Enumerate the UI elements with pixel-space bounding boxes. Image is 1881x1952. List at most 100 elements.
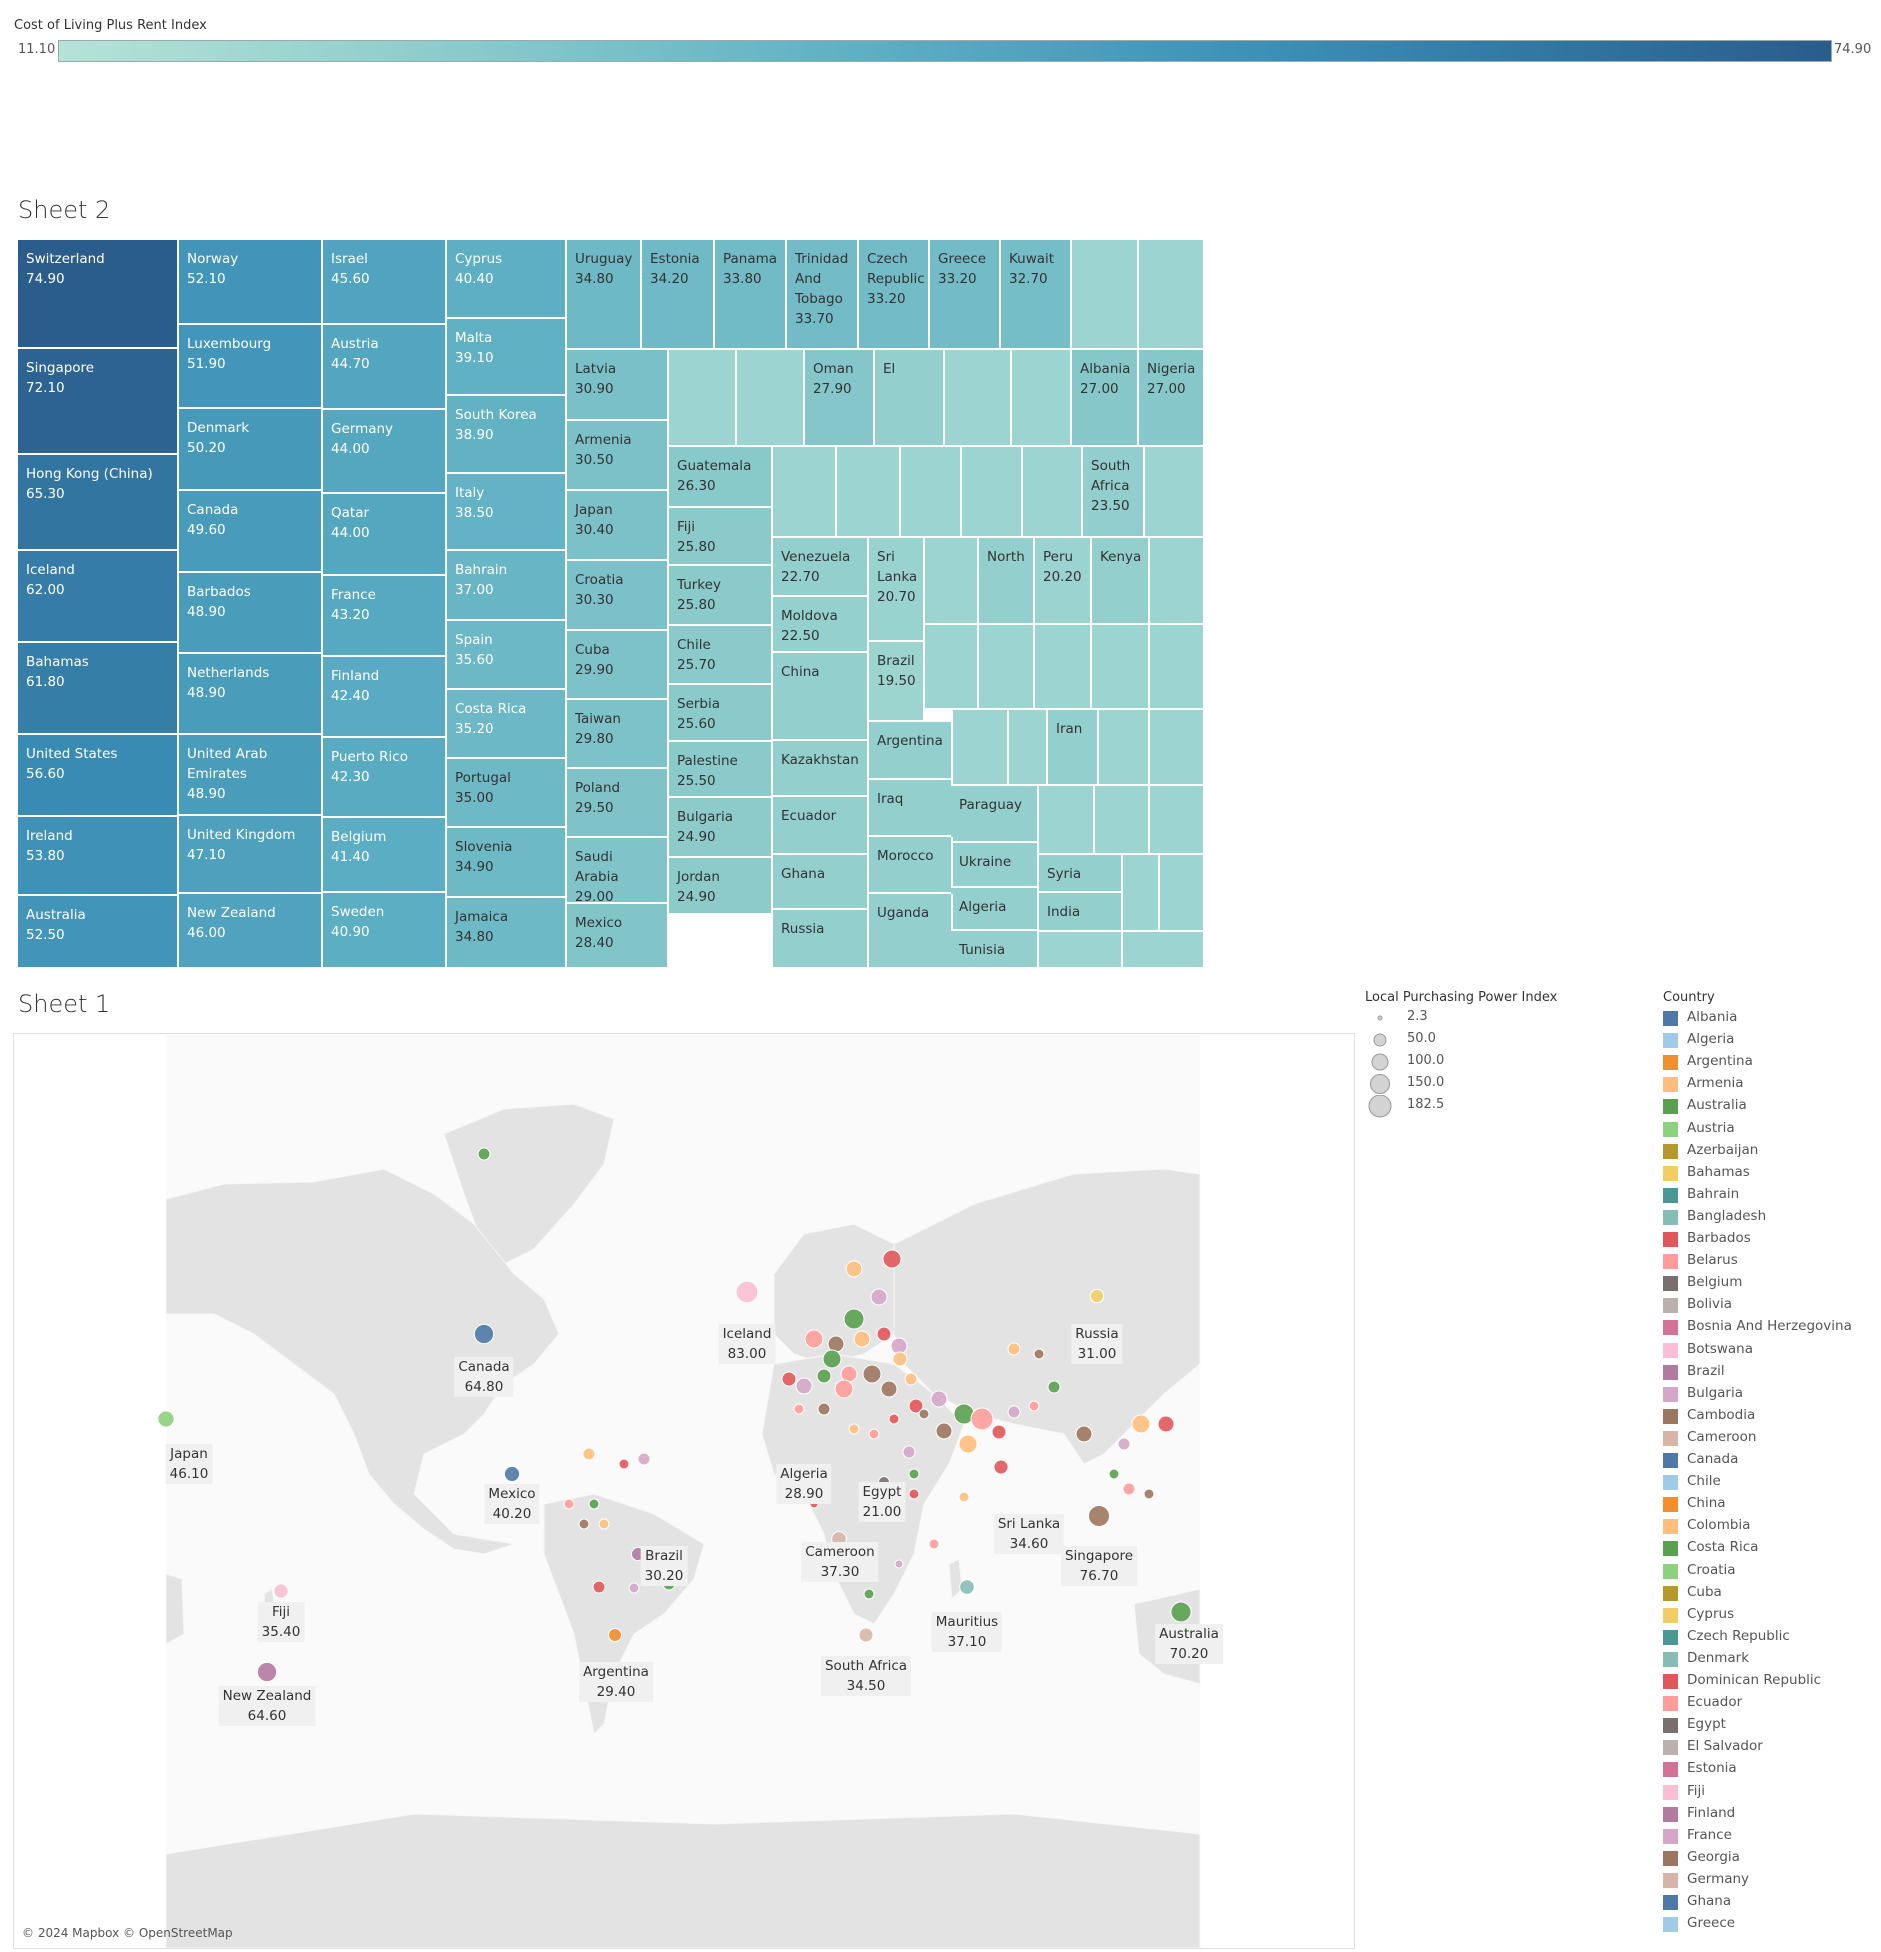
treemap-cell[interactable] [837, 447, 901, 538]
treemap-cell[interactable]: Morocco [869, 837, 953, 894]
treemap-cell[interactable]: Fiji 25.80 [669, 508, 773, 566]
treemap-cell[interactable]: Cuba 29.90 [567, 631, 669, 700]
treemap-cell[interactable] [1092, 625, 1150, 710]
treemap-cell[interactable]: Guatemala 26.30 [669, 447, 773, 508]
treemap-cell[interactable]: Israel 45.60 [323, 240, 447, 325]
treemap-cell[interactable] [979, 625, 1035, 710]
treemap-cell[interactable]: Spain 35.60 [447, 621, 567, 690]
treemap-cell[interactable] [1123, 855, 1160, 932]
treemap-cell[interactable]: Russia [773, 910, 869, 969]
treemap-cell[interactable]: Singapore 72.10 [18, 349, 179, 455]
treemap-cell[interactable] [1095, 786, 1150, 855]
treemap-cell[interactable]: Jordan 24.90 [669, 858, 773, 915]
treemap-cell[interactable] [925, 625, 979, 710]
treemap-cell[interactable]: Australia 52.50 [18, 896, 179, 969]
treemap-cell[interactable] [1023, 447, 1083, 538]
treemap-cell[interactable] [773, 447, 837, 538]
treemap-cell[interactable]: Serbia 25.60 [669, 685, 773, 742]
treemap-cell[interactable]: South Africa 23.50 [1083, 447, 1145, 538]
treemap-cell[interactable]: Czech Republic 33.20 [859, 240, 930, 350]
treemap-cell[interactable]: Ukraine [951, 843, 1039, 888]
treemap-cell[interactable]: United States 56.60 [18, 735, 179, 817]
treemap-cell[interactable]: Puerto Rico 42.30 [323, 738, 447, 818]
treemap-cell[interactable]: Sweden 40.90 [323, 893, 447, 969]
treemap-cell[interactable]: South Korea 38.90 [447, 396, 567, 474]
treemap-cell[interactable]: Barbados 48.90 [179, 573, 323, 654]
treemap-cell[interactable]: Nigeria 27.00 [1139, 350, 1205, 447]
treemap-cell[interactable]: China [773, 653, 869, 741]
treemap-cell[interactable]: Iraq [869, 780, 953, 837]
treemap-cell[interactable]: Kuwait 32.70 [1001, 240, 1072, 350]
treemap-cell[interactable]: Kenya [1092, 538, 1150, 625]
treemap-cell[interactable]: Sri Lanka 20.70 [869, 538, 925, 642]
treemap-cell[interactable] [1139, 240, 1205, 350]
treemap-cell[interactable]: Tunisia [951, 931, 1039, 969]
treemap-cell[interactable]: Germany 44.00 [323, 410, 447, 494]
treemap-cell[interactable]: Estonia 34.20 [642, 240, 715, 350]
map-view[interactable]: Japan 46.10 Canada 64.80 Iceland 83.00 Russia 3… [13, 1033, 1355, 1949]
treemap-cell[interactable] [1009, 710, 1048, 786]
treemap-cell[interactable]: Venezuela 22.70 [773, 538, 869, 597]
treemap-cell[interactable] [1012, 350, 1072, 447]
treemap-cell[interactable]: Saudi Arabia 29.00 [567, 838, 669, 904]
treemap-cell[interactable] [1039, 932, 1123, 969]
treemap-cell[interactable] [737, 350, 805, 447]
treemap-cell[interactable]: Italy 38.50 [447, 474, 567, 551]
treemap-cell[interactable]: United Kingdom 47.10 [179, 816, 323, 894]
treemap-cell[interactable]: Iceland 62.00 [18, 551, 179, 643]
treemap-cell[interactable]: Malta 39.10 [447, 319, 567, 396]
treemap-cell[interactable]: New Zealand 46.00 [179, 894, 323, 969]
treemap-cell[interactable]: Trinidad And Tobago 33.70 [787, 240, 859, 350]
treemap-cell[interactable]: Croatia 30.30 [567, 561, 669, 631]
treemap-cell[interactable]: Denmark 50.20 [179, 409, 323, 491]
treemap-cell[interactable]: Hong Kong (China) 65.30 [18, 455, 179, 551]
treemap-cell[interactable]: Bahamas 61.80 [18, 643, 179, 735]
treemap-cell[interactable]: India [1039, 893, 1123, 932]
treemap-cell[interactable]: Belgium 41.40 [323, 818, 447, 893]
treemap-cell[interactable] [1123, 932, 1205, 969]
treemap-cell[interactable]: Qatar 44.00 [323, 494, 447, 576]
treemap-cell[interactable] [945, 350, 1012, 447]
treemap-cell[interactable]: Taiwan 29.80 [567, 700, 669, 769]
treemap-cell[interactable] [1099, 710, 1150, 786]
treemap-cell[interactable]: Paraguay [951, 786, 1039, 843]
treemap-cell[interactable]: Austria 44.70 [323, 325, 447, 410]
treemap-cell[interactable] [1150, 786, 1205, 855]
treemap-cell[interactable]: Palestine 25.50 [669, 742, 773, 798]
treemap-cell[interactable]: Mexico 28.40 [567, 904, 669, 969]
treemap-cell[interactable]: Portugal 35.00 [447, 759, 567, 828]
treemap-cell[interactable]: North [979, 538, 1035, 625]
treemap-cell[interactable] [1150, 710, 1205, 786]
treemap-cell[interactable]: Canada 49.60 [179, 491, 323, 573]
map-credit[interactable]: © 2024 Mapbox © OpenStreetMap [22, 1926, 233, 1940]
treemap-cell[interactable]: Brazil 19.50 [869, 642, 925, 722]
treemap-cell[interactable] [925, 538, 979, 625]
treemap-cell[interactable]: Oman 27.90 [805, 350, 875, 447]
treemap-cell[interactable]: Uganda [869, 894, 953, 969]
treemap-cell[interactable]: Uruguay 34.80 [567, 240, 642, 350]
treemap-cell[interactable]: Iran [1048, 710, 1099, 786]
treemap-cell[interactable]: Bahrain 37.00 [447, 551, 567, 621]
treemap-cell[interactable] [962, 447, 1023, 538]
treemap-cell[interactable]: Finland 42.40 [323, 657, 447, 738]
treemap-cell[interactable]: Poland 29.50 [567, 769, 669, 838]
treemap-cell[interactable]: Ecuador [773, 797, 869, 855]
treemap-cell[interactable] [1150, 538, 1205, 625]
treemap-cell[interactable]: Ireland 53.80 [18, 817, 179, 896]
treemap-cell[interactable]: Switzerland 74.90 [18, 240, 179, 349]
treemap-cell[interactable]: Jamaica 34.80 [447, 898, 567, 969]
treemap-cell[interactable]: Ghana [773, 855, 869, 910]
treemap-cell[interactable]: Algeria [951, 888, 1039, 931]
treemap-cell[interactable]: Latvia 30.90 [567, 350, 669, 421]
treemap-cell[interactable]: Chile 25.70 [669, 626, 773, 685]
treemap-cell[interactable]: Slovenia 34.90 [447, 828, 567, 898]
treemap-cell[interactable] [901, 447, 962, 538]
treemap-cell[interactable]: Costa Rica 35.20 [447, 690, 567, 759]
treemap-cell[interactable]: Moldova 22.50 [773, 597, 869, 653]
treemap-cell[interactable]: Peru 20.20 [1035, 538, 1092, 625]
treemap-cell[interactable]: Cyprus 40.40 [447, 240, 567, 319]
treemap-cell[interactable]: Albania 27.00 [1072, 350, 1139, 447]
treemap-cell[interactable] [1072, 240, 1139, 350]
treemap-cell[interactable]: Netherlands 48.90 [179, 654, 323, 735]
treemap-cell[interactable] [1035, 625, 1092, 710]
